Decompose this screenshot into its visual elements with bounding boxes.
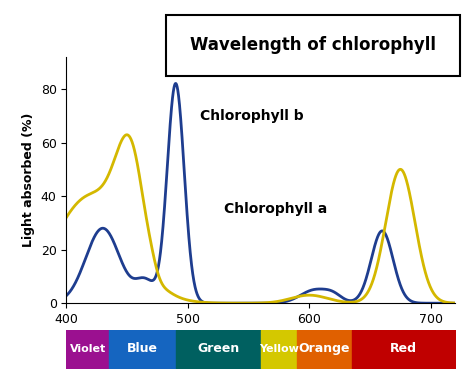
Text: Red: Red [390, 342, 417, 355]
Y-axis label: Light absorbed (%): Light absorbed (%) [22, 113, 35, 247]
Text: Wavelength of chlorophyll: Wavelength of chlorophyll [190, 36, 436, 55]
Text: Green: Green [197, 342, 239, 355]
Text: Chlorophyll a: Chlorophyll a [224, 202, 328, 216]
Text: Violet: Violet [70, 344, 106, 354]
Text: Yellow: Yellow [259, 344, 299, 354]
Text: Blue: Blue [127, 342, 158, 355]
Text: Orange: Orange [299, 342, 350, 355]
Text: Chlorophyll b: Chlorophyll b [200, 109, 303, 123]
FancyBboxPatch shape [166, 15, 460, 76]
X-axis label: Wavelength (nm): Wavelength (nm) [193, 332, 328, 346]
